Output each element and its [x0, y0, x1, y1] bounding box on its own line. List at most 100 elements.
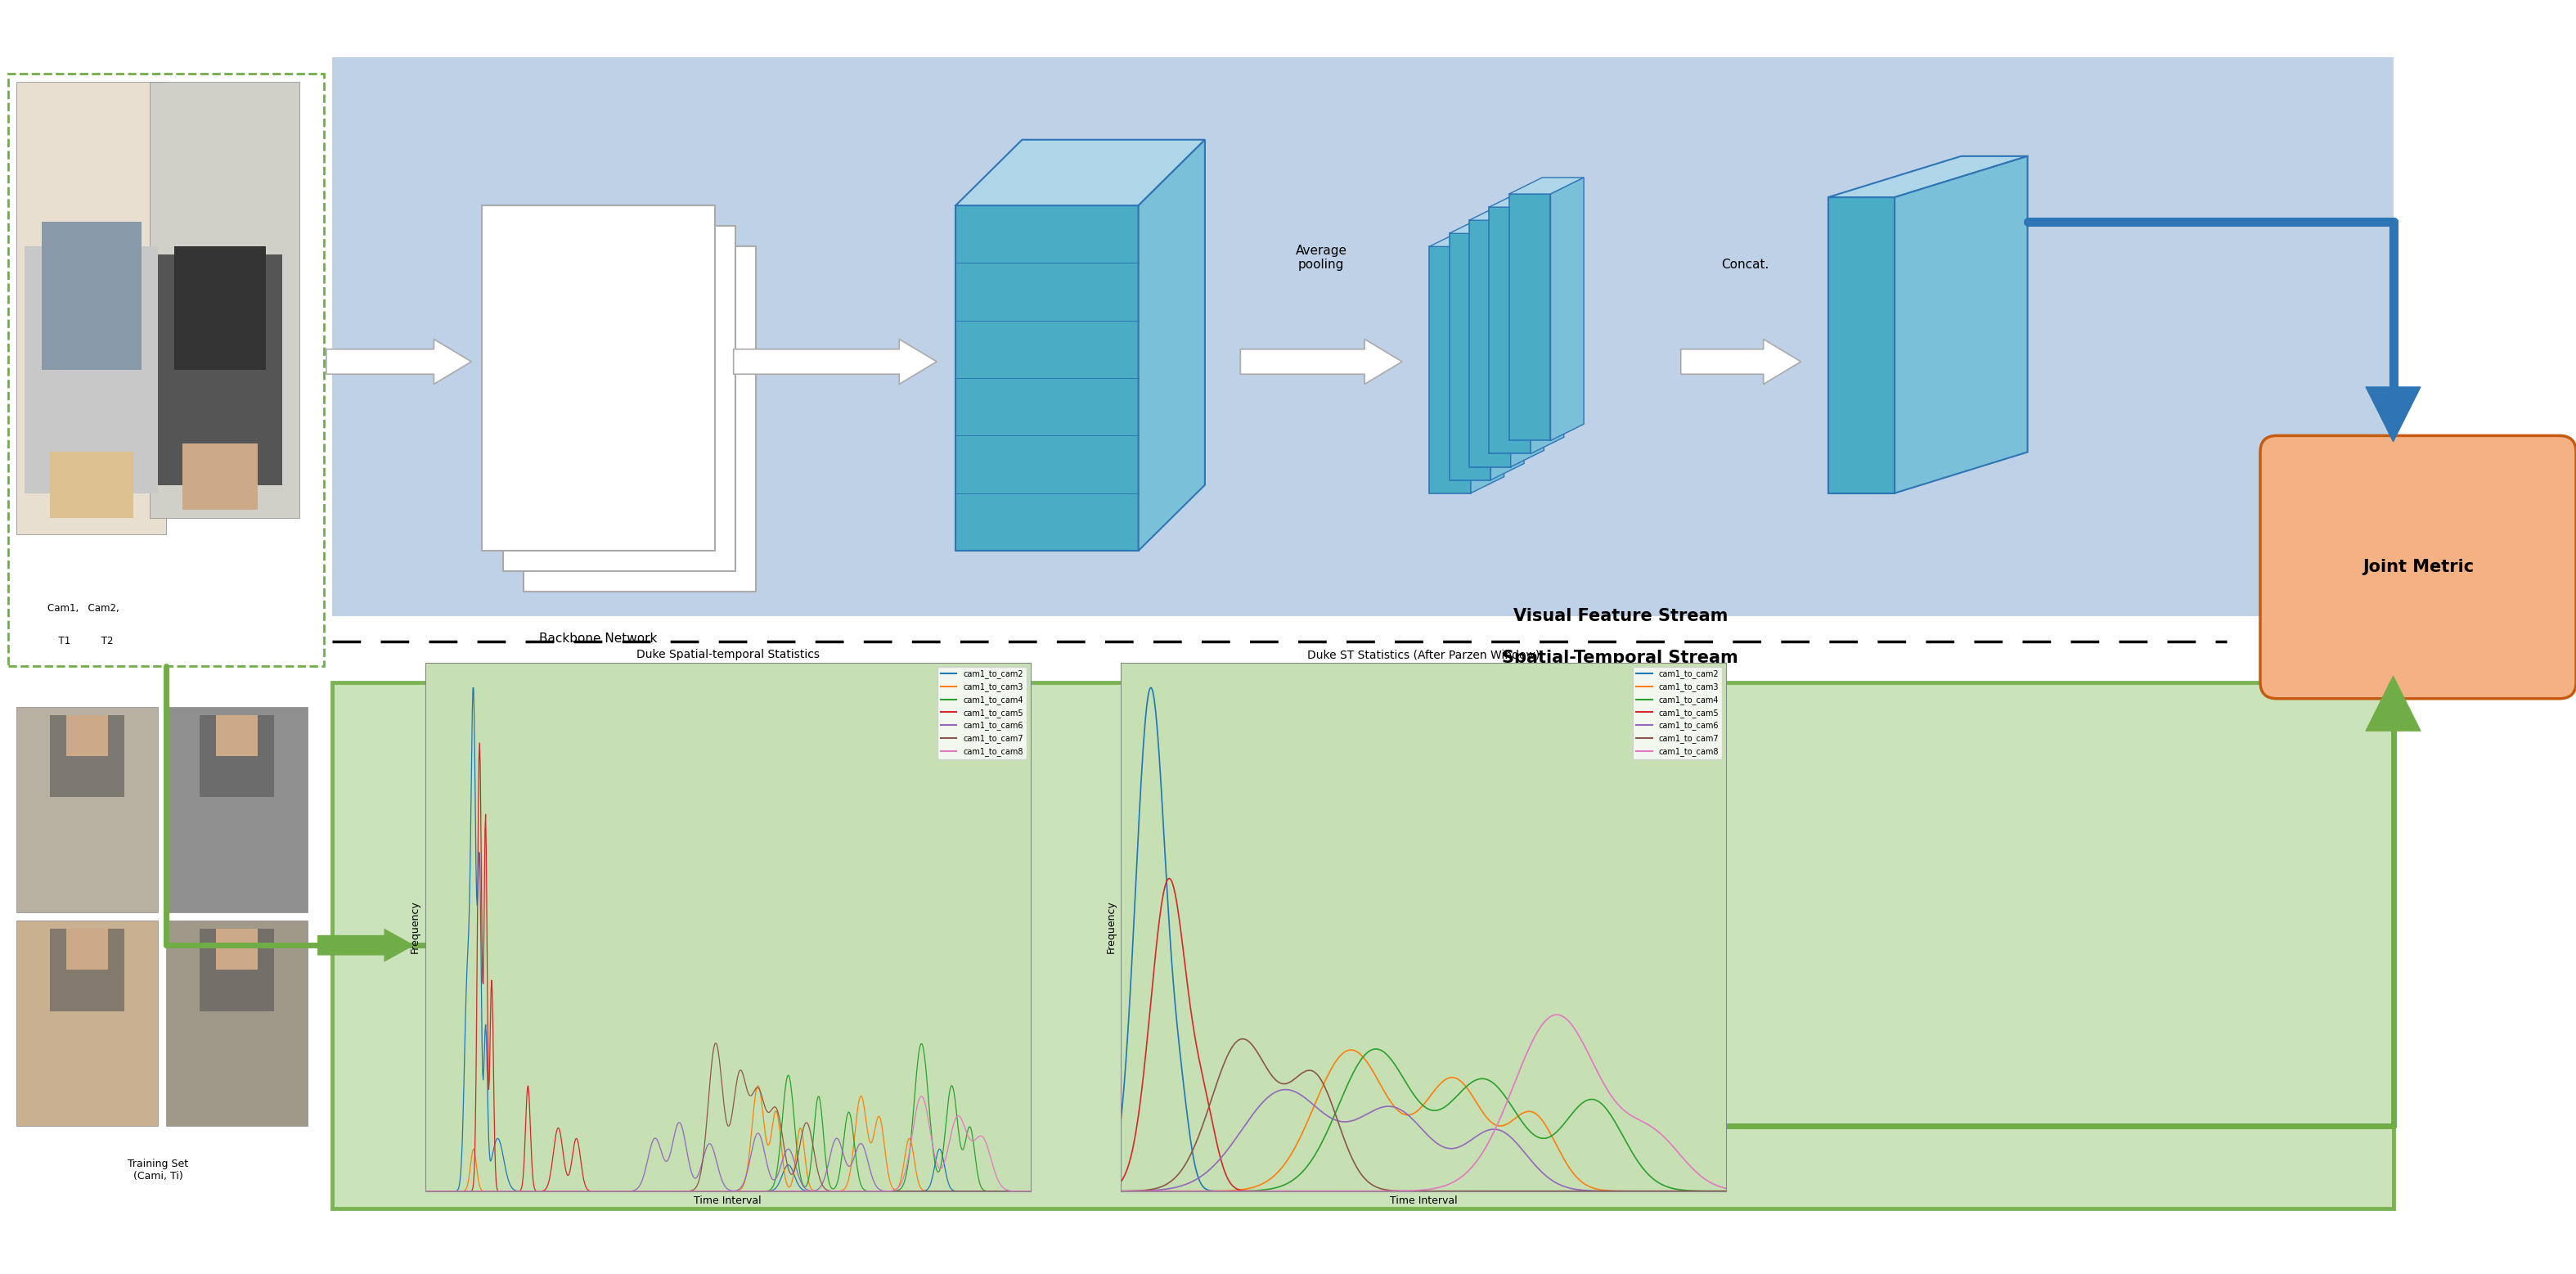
cam1_to_cam7 [1577, 1184, 1607, 1199]
cam1_to_cam7 [654, 1184, 685, 1199]
cam1_to_cam2 [657, 1184, 688, 1199]
Title: Duke ST Statistics (After Parzen Window): Duke ST Statistics (After Parzen Window) [1306, 648, 1540, 660]
cam1_to_cam4 [891, 1157, 922, 1172]
cam1_to_cam2 [629, 1184, 659, 1199]
cam1_to_cam5 [654, 1184, 685, 1199]
cam1_to_cam6 [1589, 1184, 1620, 1199]
cam1_to_cam8 [471, 1184, 502, 1199]
Polygon shape [1829, 157, 2027, 197]
Polygon shape [1139, 140, 1206, 550]
Text: Parzen
Window: Parzen Window [1363, 888, 1430, 920]
Bar [198, 715, 273, 798]
cam1_to_cam4 [1167, 1184, 1198, 1199]
cam1_to_cam7 [410, 1184, 440, 1199]
cam1_to_cam4 [881, 1184, 912, 1199]
cam1_to_cam7 [701, 1036, 732, 1051]
cam1_to_cam3 [1577, 1181, 1607, 1196]
Text: Training Set
(Cami, Ti): Training Set (Cami, Ti) [129, 1159, 188, 1182]
cam1_to_cam3 [1015, 1184, 1046, 1199]
Line: cam1_to_cam7: cam1_to_cam7 [425, 1043, 1030, 1191]
cam1_to_cam8 [1520, 1027, 1551, 1042]
cam1_to_cam5 [1154, 871, 1185, 887]
Line: cam1_to_cam7: cam1_to_cam7 [1121, 1038, 1726, 1191]
cam1_to_cam4 [1589, 1098, 1620, 1113]
Title: Duke Spatial-temporal Statistics: Duke Spatial-temporal Statistics [636, 648, 819, 660]
Bar [216, 715, 258, 757]
Bar [49, 715, 124, 798]
cam1_to_cam5 [894, 1184, 925, 1199]
cam1_to_cam4 [1710, 1184, 1741, 1199]
Polygon shape [1530, 191, 1564, 454]
cam1_to_cam8 [410, 1184, 440, 1199]
Legend: cam1_to_cam2, cam1_to_cam3, cam1_to_cam4, cam1_to_cam5, cam1_to_cam6, cam1_to_ca: cam1_to_cam2, cam1_to_cam3, cam1_to_cam4… [1633, 666, 1721, 759]
cam1_to_cam4 [654, 1184, 685, 1199]
Bar [1829, 197, 1893, 493]
Bar [175, 247, 265, 369]
Bar [15, 83, 167, 534]
cam1_to_cam2 [1167, 1071, 1198, 1087]
cam1_to_cam2 [410, 1184, 440, 1199]
Bar [1510, 194, 1551, 441]
cam1_to_cam3 [884, 1180, 914, 1195]
cam1_to_cam3 [1522, 1107, 1553, 1122]
Line: cam1_to_cam3: cam1_to_cam3 [1121, 1050, 1726, 1191]
cam1_to_cam8 [907, 1088, 938, 1103]
Polygon shape [1510, 177, 1584, 194]
cam1_to_cam3 [1373, 1089, 1404, 1105]
cam1_to_cam6 [1105, 1184, 1136, 1199]
cam1_to_cam6 [665, 1115, 696, 1130]
Text: Cam1,   Cam2,: Cam1, Cam2, [46, 603, 118, 614]
cam1_to_cam5 [1710, 1184, 1741, 1199]
cam1_to_cam6 [677, 1167, 708, 1182]
Polygon shape [1450, 217, 1525, 233]
cam1_to_cam6 [471, 1184, 502, 1199]
cam1_to_cam6 [1270, 1082, 1301, 1097]
cam1_to_cam4 [1373, 1049, 1404, 1064]
cam1_to_cam5 [1167, 940, 1198, 956]
cam1_to_cam8 [1350, 1184, 1381, 1199]
Bar [67, 929, 108, 970]
Bar [149, 83, 299, 517]
cam1_to_cam7 [1015, 1184, 1046, 1199]
Polygon shape [1489, 191, 1564, 208]
cam1_to_cam3 [1334, 1042, 1365, 1057]
Line: cam1_to_cam2: cam1_to_cam2 [1121, 688, 1726, 1191]
Bar [523, 247, 757, 592]
Bar [8, 74, 325, 666]
Text: T1          T2: T1 T2 [52, 636, 113, 646]
Bar [167, 707, 307, 912]
cam1_to_cam7 [1589, 1184, 1620, 1199]
cam1_to_cam4 [1577, 1092, 1607, 1107]
cam1_to_cam2 [1373, 1184, 1404, 1199]
cam1_to_cam2 [1589, 1184, 1620, 1199]
cam1_to_cam8 [654, 1184, 685, 1199]
Bar [15, 921, 157, 1126]
cam1_to_cam2 [894, 1184, 925, 1199]
cam1_to_cam5 [471, 998, 502, 1013]
Polygon shape [1492, 217, 1525, 480]
Bar [1430, 247, 1471, 493]
Polygon shape [1468, 204, 1543, 220]
cam1_to_cam6 [1522, 1159, 1553, 1175]
Bar [502, 225, 734, 571]
cam1_to_cam7 [1229, 1031, 1260, 1046]
cam1_to_cam8 [677, 1184, 708, 1199]
Polygon shape [956, 140, 1206, 205]
cam1_to_cam2 [471, 1078, 502, 1093]
cam1_to_cam8 [1015, 1184, 1046, 1199]
cam1_to_cam4 [677, 1184, 708, 1199]
Bar [482, 205, 714, 550]
cam1_to_cam8 [1167, 1184, 1198, 1199]
cam1_to_cam5 [729, 1184, 760, 1199]
cam1_to_cam6 [881, 1184, 912, 1199]
Line: cam1_to_cam4: cam1_to_cam4 [425, 1043, 1030, 1191]
Legend: cam1_to_cam2, cam1_to_cam3, cam1_to_cam4, cam1_to_cam5, cam1_to_cam6, cam1_to_ca: cam1_to_cam2, cam1_to_cam3, cam1_to_cam4… [938, 666, 1025, 759]
cam1_to_cam3 [1105, 1184, 1136, 1199]
cam1_to_cam3 [1589, 1182, 1620, 1198]
cam1_to_cam5 [1350, 1184, 1381, 1199]
cam1_to_cam4 [824, 1157, 855, 1172]
cam1_to_cam7 [1710, 1184, 1741, 1199]
cam1_to_cam5 [1105, 1175, 1136, 1190]
cam1_to_cam5 [1373, 1184, 1404, 1199]
cam1_to_cam7 [1167, 1162, 1198, 1177]
